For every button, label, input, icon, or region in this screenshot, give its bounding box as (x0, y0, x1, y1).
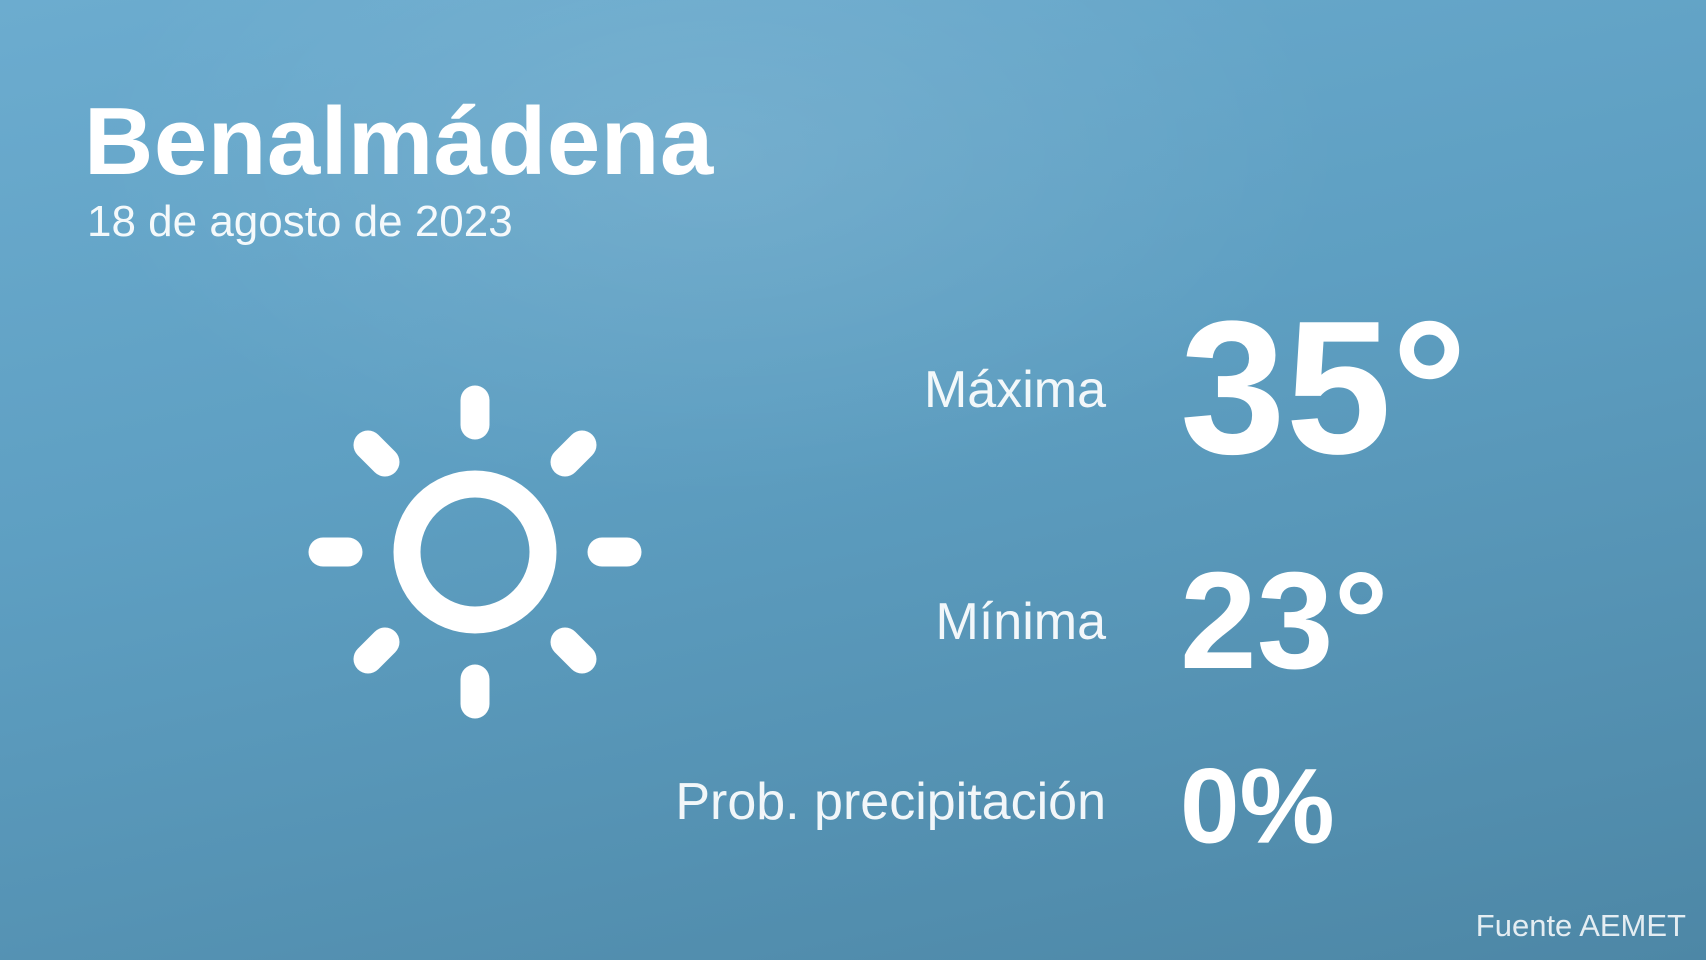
maxima-value: 35° (1180, 282, 1468, 494)
sun-icon (303, 380, 647, 724)
maxima-label: Máxima (923, 361, 1106, 419)
precipitation-label: Prob. precipitación (675, 773, 1106, 831)
precipitation-value: 0% (1180, 745, 1335, 866)
minima-label: Mínima (935, 593, 1106, 651)
date-subtitle: 18 de agosto de 2023 (87, 197, 513, 246)
page-title: Benalmádena (84, 88, 714, 195)
source-attribution: Fuente AEMET (1475, 908, 1686, 943)
minima-value: 23° (1180, 544, 1389, 698)
